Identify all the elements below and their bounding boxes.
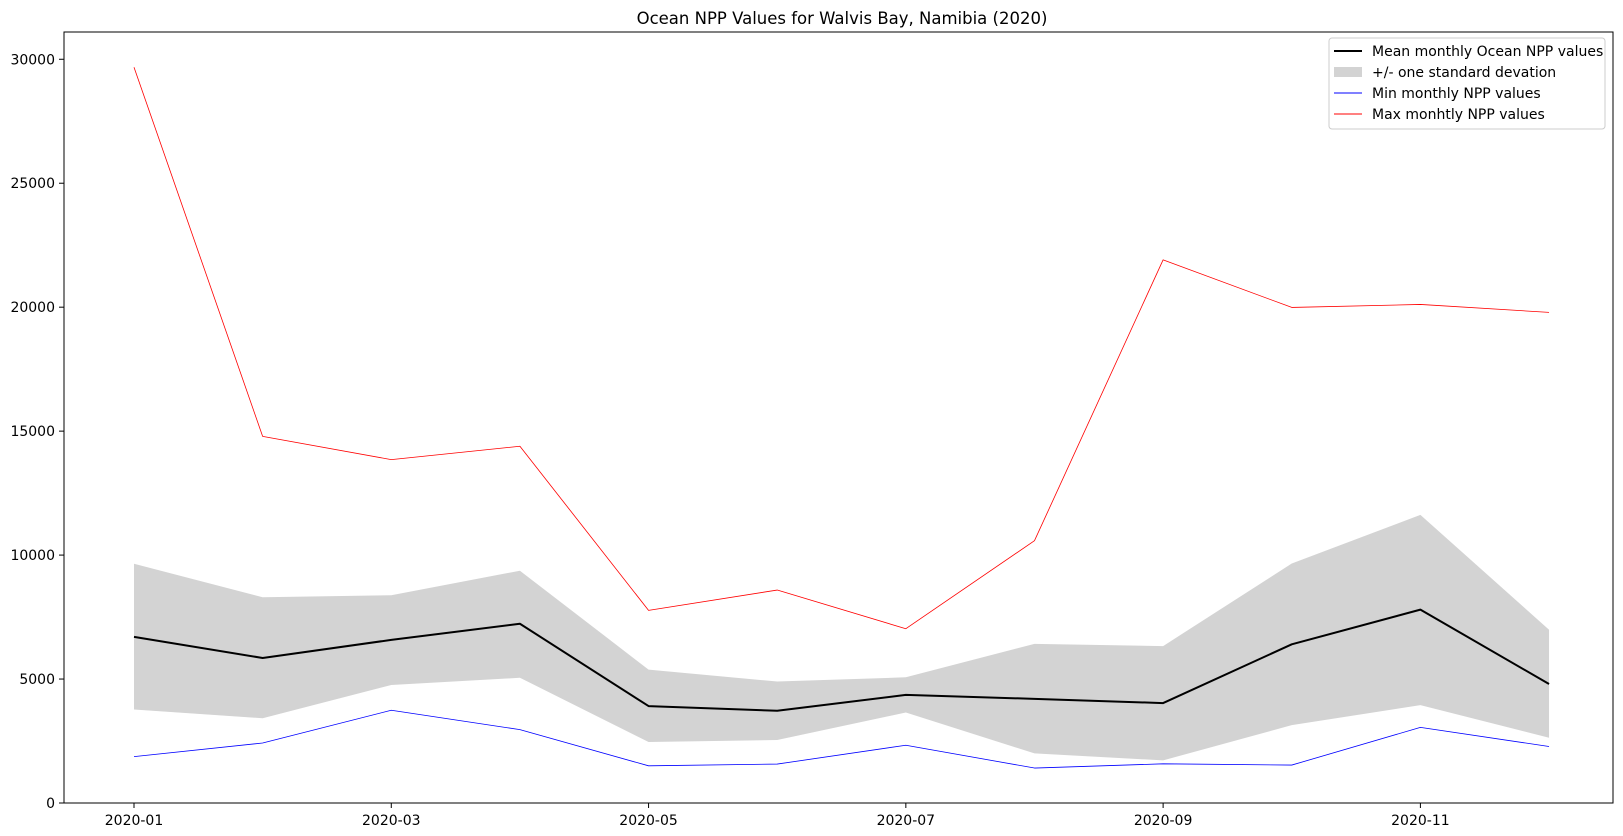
y-tick-label: 0 xyxy=(46,796,55,812)
x-tick-label: 2020-09 xyxy=(1134,813,1193,829)
legend-item-std-dev-label: +/- one standard devation xyxy=(1372,65,1556,81)
y-tick-label: 30000 xyxy=(10,52,55,68)
x-tick-label: 2020-11 xyxy=(1391,813,1450,829)
legend-item-max-label: Max monhtly NPP values xyxy=(1372,107,1545,123)
legend-item-min-label: Min monthly NPP values xyxy=(1372,86,1541,102)
y-tick-label: 5000 xyxy=(19,672,55,688)
legend-item-std-dev-swatch xyxy=(1334,67,1362,77)
plot-area: 0 5000 10000 15000 20000 25000 30000 2020-01 202… xyxy=(10,31,1614,829)
y-tick-label: 20000 xyxy=(10,300,55,316)
mean-line xyxy=(133,608,1550,712)
y-tick-label: 10000 xyxy=(10,548,55,564)
x-tick-label: 2020-03 xyxy=(362,813,421,829)
legend: Mean monthly Ocean NPP values +/- one sta… xyxy=(1328,37,1606,130)
x-tick-label: 2020-05 xyxy=(619,813,678,829)
chart-title: Ocean NPP Values for Walvis Bay, Namibia… xyxy=(637,9,1048,28)
axes-frame xyxy=(63,31,1614,804)
std-dev-band xyxy=(134,514,1550,761)
x-tick-label: 2020-01 xyxy=(105,813,164,829)
legend-item-mean-label: Mean monthly Ocean NPP values xyxy=(1372,44,1603,60)
max-line xyxy=(133,67,1550,630)
min-line xyxy=(133,709,1550,769)
y-tick-label: 25000 xyxy=(10,176,55,192)
legend-box xyxy=(1328,37,1606,130)
x-tick-label: 2020-07 xyxy=(877,813,936,829)
y-tick-label: 15000 xyxy=(10,424,55,440)
